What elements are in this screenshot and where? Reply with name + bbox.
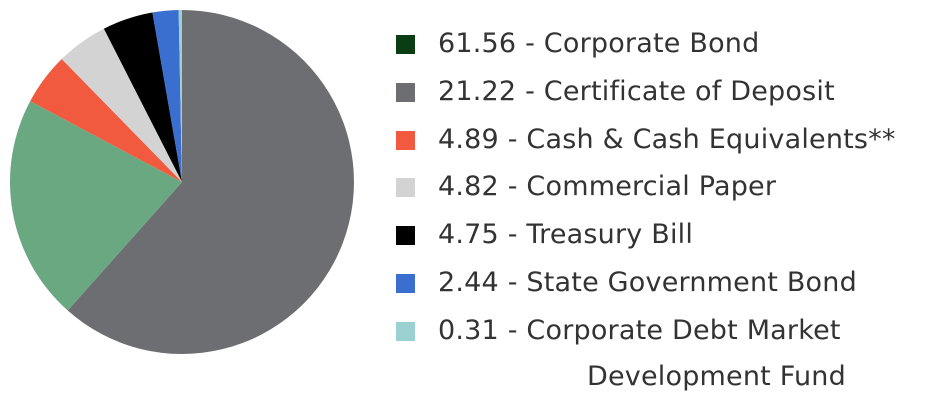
pie-chart — [10, 9, 354, 354]
legend-label: 21.22 - Certificate of Deposit — [438, 75, 835, 107]
pie-slice-6 — [178, 9, 182, 182]
legend-label: 0.31 - Corporate Debt Market — [438, 314, 841, 346]
legend-item-certificate-of-deposit: 21.22 - Certificate of Deposit — [396, 70, 921, 118]
pie-slice-2 — [30, 59, 182, 182]
legend-label: 4.75 - Treasury Bill — [438, 219, 694, 251]
legend-item-cash-equivalents: 4.89 - Cash & Cash Equivalents** — [396, 118, 921, 166]
pie-slice-3 — [61, 28, 182, 182]
legend-label: 4.89 - Cash & Cash Equivalents** — [438, 123, 896, 155]
legend-item-corporate-debt-market-development-fund: 0.31 - Corporate Debt Market Development… — [396, 309, 921, 392]
legend-label-continuation: Development Fund — [587, 360, 846, 392]
legend-item-state-government-bond: 2.44 - State Government Bond — [396, 261, 921, 309]
pie-slice-0 — [67, 10, 354, 354]
legend-swatch — [396, 82, 415, 102]
legend-swatch — [396, 130, 415, 150]
legend: 61.56 - Corporate Bond 21.22 - Certifica… — [396, 22, 921, 392]
legend-label: 2.44 - State Government Bond — [438, 266, 857, 298]
pie-slice-1 — [10, 101, 183, 311]
legend-item-corporate-bond: 61.56 - Corporate Bond — [396, 22, 921, 70]
pie-slice-4 — [103, 12, 182, 183]
legend-swatch — [396, 321, 415, 341]
pie-slice-5 — [152, 10, 182, 183]
legend-swatch — [396, 273, 415, 293]
legend-item-commercial-paper: 4.82 - Commercial Paper — [396, 165, 921, 213]
legend-swatch — [396, 178, 415, 198]
legend-swatch — [396, 226, 415, 246]
legend-swatch — [396, 35, 415, 54]
legend-label: 4.82 - Commercial Paper — [438, 171, 777, 203]
legend-label: 61.56 - Corporate Bond — [438, 28, 760, 59]
legend-item-treasury-bill: 4.75 - Treasury Bill — [396, 213, 921, 261]
